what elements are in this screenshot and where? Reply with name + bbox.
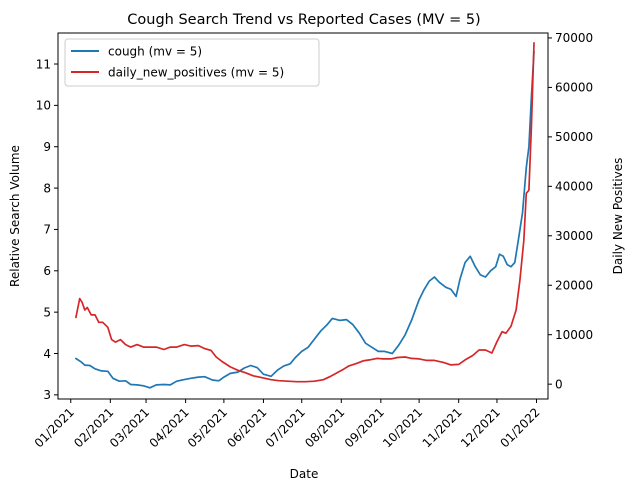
right-y-tick-label: 20000 [555,279,593,293]
left-y-tick-label: 11 [36,57,51,71]
x-axis-label: Date [290,467,319,481]
left-y-tick-label: 5 [43,305,51,319]
left-y-tick-label: 8 [43,181,51,195]
x-tick-label: 01/2021 [32,405,77,450]
x-tick-label: 04/2021 [147,405,192,450]
left-y-axis-label: Relative Search Volume [8,145,22,287]
right-y-tick-label: 70000 [555,31,593,45]
series-line-cough [75,50,535,389]
x-tick-label: 09/2021 [342,405,387,450]
x-tick-label: 10/2021 [380,405,425,450]
plot-area [57,32,549,400]
x-tick-label: 05/2021 [185,405,230,450]
left-y-tick-label: 3 [43,388,51,402]
legend-label-daily-new-positives: daily_new_positives (mv = 5) [108,66,284,80]
series-lines [75,42,535,389]
left-y-tick-label: 4 [43,347,51,361]
x-tick-label: 11/2021 [420,405,465,450]
right-y-tick-label: 50000 [555,130,593,144]
right-y-tick-label: 40000 [555,180,593,194]
right-y-tick-label: 60000 [555,81,593,95]
x-tick-label: 06/2021 [224,405,269,450]
right-y-tick-label: 30000 [555,229,593,243]
left-y-tick-label: 9 [43,140,51,154]
left-y-tick-label: 6 [43,264,51,278]
x-axis: 01/202102/202103/202104/202105/202106/20… [32,399,543,450]
right-y-axis: 0 10000 20000 30000 40000 50000 60000 70000 [548,31,593,391]
series-line-daily-new-positives [75,42,535,383]
left-y-tick-label: 7 [43,223,51,237]
x-tick-label: 01/2022 [497,405,542,450]
x-tick-label: 08/2021 [302,405,347,450]
chart-title: Cough Search Trend vs Reported Cases (MV… [127,12,480,28]
right-y-tick-label: 10000 [555,328,593,342]
right-y-axis-label: Daily New Positives [611,158,625,275]
legend-box [64,38,320,87]
legend-label-cough: cough (mv = 5) [108,45,202,59]
x-tick-label: 12/2021 [458,405,503,450]
x-tick-label: 07/2021 [263,405,308,450]
left-y-tick-label: 10 [36,99,51,113]
right-y-tick-label: 0 [555,377,563,391]
x-tick-label: 03/2021 [107,405,152,450]
legend: cough (mv = 5) daily_new_positives (mv =… [64,38,320,87]
left-y-axis: 3 4 5 6 7 8 9 10 11 [36,57,58,402]
